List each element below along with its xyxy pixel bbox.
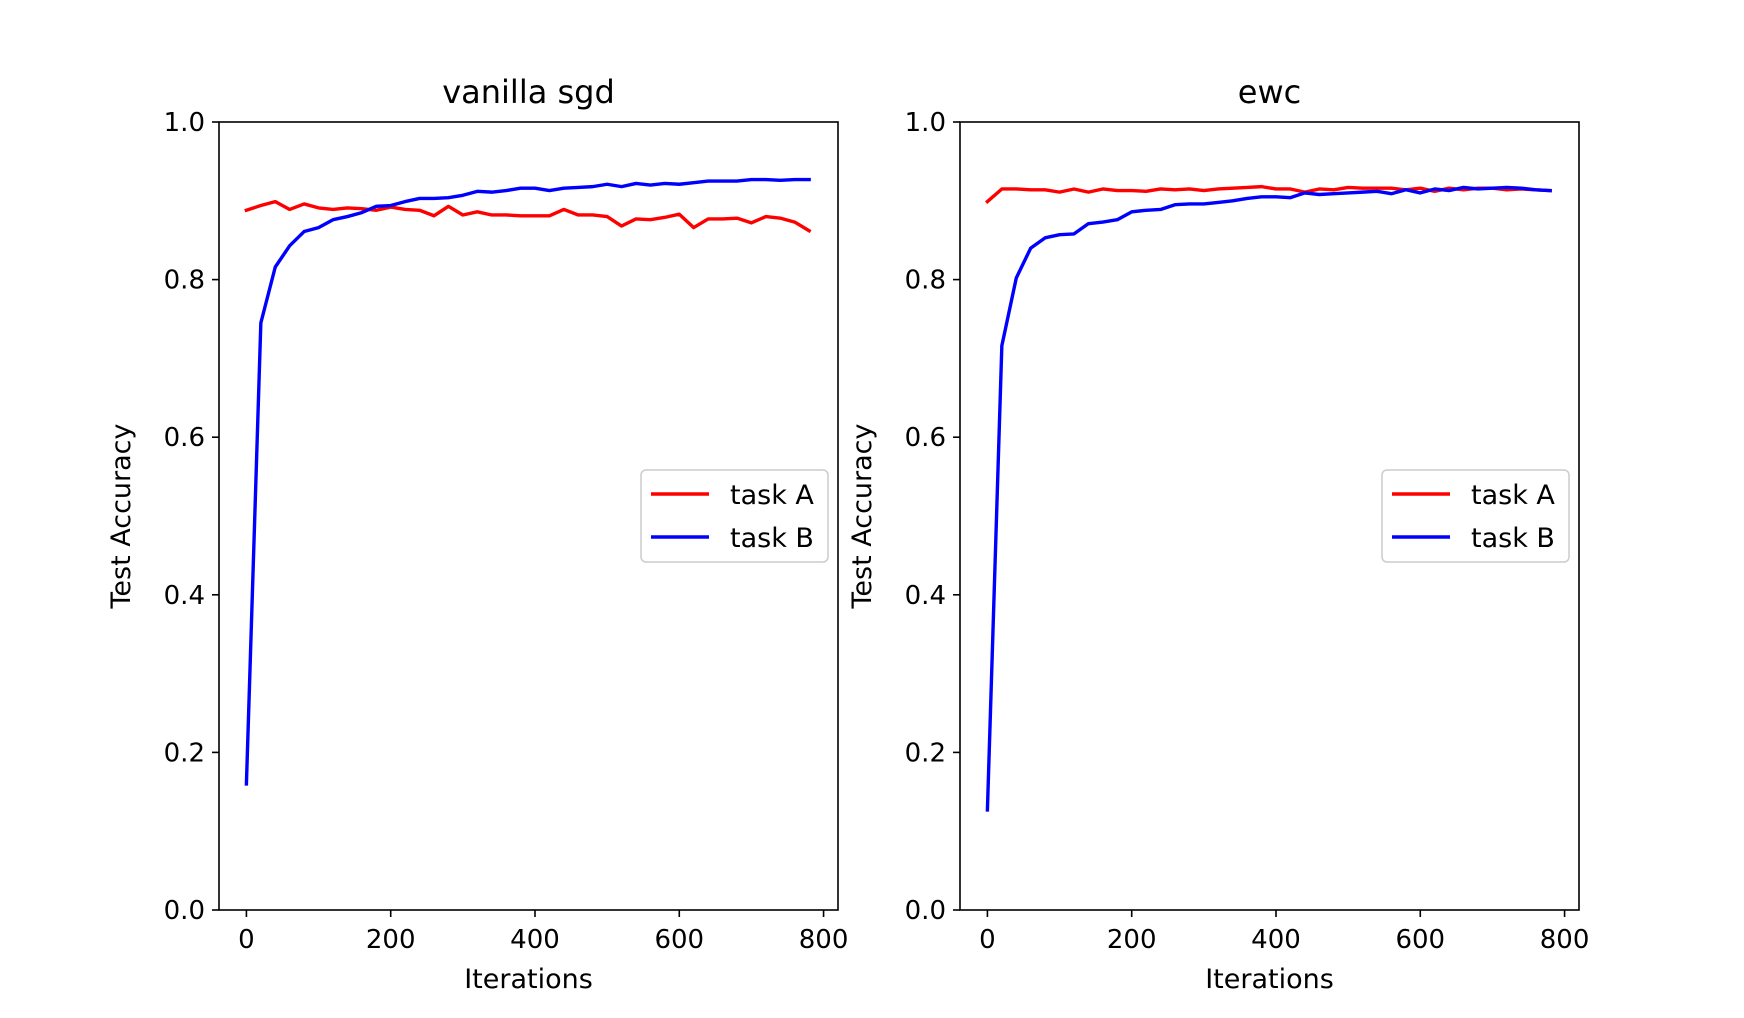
y-axis-label: Test Accuracy bbox=[106, 423, 137, 609]
x-tick-label: 800 bbox=[1540, 925, 1590, 955]
x-tick-label: 0 bbox=[979, 925, 996, 955]
y-tick-label: 0.0 bbox=[905, 896, 946, 926]
y-tick-label: 0.4 bbox=[905, 581, 946, 611]
x-axis-label: Iterations bbox=[464, 964, 593, 995]
legend-label: task A bbox=[1471, 480, 1555, 511]
x-tick-label: 600 bbox=[1395, 925, 1445, 955]
x-tick-label: 800 bbox=[799, 925, 849, 955]
chart-title: ewc bbox=[1238, 73, 1301, 111]
chart-title: vanilla sgd bbox=[442, 73, 615, 111]
axes-frame bbox=[218, 121, 839, 911]
x-tick-label: 0 bbox=[238, 925, 255, 955]
y-tick-label: 0.0 bbox=[164, 896, 205, 926]
legend: task A task B bbox=[640, 469, 829, 563]
x-axis-label: Iterations bbox=[1205, 964, 1334, 995]
x-tick-label: 400 bbox=[510, 925, 560, 955]
y-tick-label: 0.6 bbox=[164, 423, 205, 453]
x-tick-label: 600 bbox=[654, 925, 704, 955]
y-tick-label: 1.0 bbox=[905, 108, 946, 138]
series-line-task-b bbox=[244, 177, 811, 786]
y-tick-label: 0.4 bbox=[164, 581, 205, 611]
legend: task A task B bbox=[1381, 469, 1570, 563]
legend-label: task B bbox=[730, 523, 814, 554]
y-tick-label: 0.2 bbox=[164, 738, 205, 768]
y-tick-label: 0.8 bbox=[905, 266, 946, 296]
y-tick-label: 1.0 bbox=[164, 108, 205, 138]
y-axis-label: Test Accuracy bbox=[847, 423, 878, 609]
chart-panel-vanilla-sgd: 0 200 400 600 800 0.0 0.2 0.4 0.6 0.8 1.0 vanilla s… bbox=[106, 73, 848, 995]
series-line-task-a bbox=[244, 199, 812, 234]
x-tick-label: 400 bbox=[1251, 925, 1301, 955]
chart-panel-ewc: 0 200 400 600 800 0.0 0.2 0.4 0.6 0.8 1.0 ewc Iterat… bbox=[847, 73, 1589, 995]
x-tick-label: 200 bbox=[1107, 925, 1157, 955]
y-tick-label: 0.2 bbox=[905, 738, 946, 768]
axes-frame bbox=[959, 121, 1580, 911]
x-tick-label: 200 bbox=[366, 925, 416, 955]
y-tick-label: 0.6 bbox=[905, 423, 946, 453]
legend-label: task B bbox=[1471, 523, 1555, 554]
y-tick-label: 0.8 bbox=[164, 266, 205, 296]
series-line-task-b bbox=[985, 185, 1552, 812]
legend-label: task A bbox=[730, 480, 814, 511]
